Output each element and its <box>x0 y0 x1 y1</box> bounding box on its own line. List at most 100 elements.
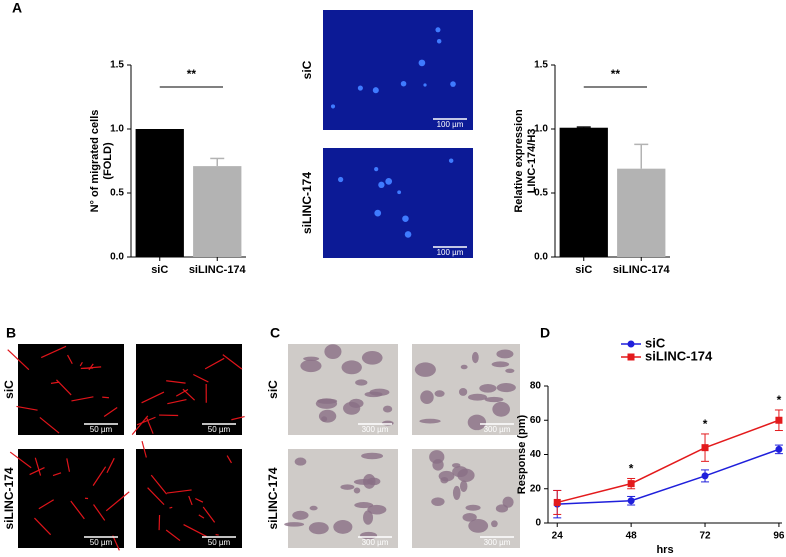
cell-cluster <box>434 390 445 397</box>
fibre <box>141 440 147 458</box>
marker <box>701 472 709 480</box>
cell-cluster <box>505 368 515 373</box>
significance: ** <box>611 67 621 81</box>
cell-cluster <box>452 485 461 501</box>
fibre <box>183 524 207 538</box>
fibre <box>56 379 72 396</box>
fibre <box>105 491 130 512</box>
marker <box>627 480 635 488</box>
fibre <box>215 533 219 536</box>
cell-cluster <box>467 414 487 431</box>
fibre <box>9 451 32 469</box>
y-tick-label: 1.0 <box>110 124 124 135</box>
marker <box>775 416 783 424</box>
cell-cluster <box>353 478 374 485</box>
cell-cluster <box>440 476 449 484</box>
fibre <box>167 399 187 405</box>
y-tick-label: 0.5 <box>534 188 548 199</box>
cell-cluster <box>309 505 318 511</box>
cell-spot <box>404 231 412 238</box>
x-tick-label: 48 <box>626 531 638 542</box>
micrograph <box>136 344 242 435</box>
x-tick-label: siC <box>151 264 168 276</box>
panel-label: A <box>12 0 22 16</box>
marker <box>701 444 709 452</box>
cell-cluster <box>353 487 361 494</box>
fibre <box>34 517 52 536</box>
x-tick-label: 72 <box>699 531 711 542</box>
cell-spot <box>448 158 454 163</box>
y-tick-label: 0.0 <box>534 252 548 263</box>
cell-cluster <box>496 349 514 359</box>
marker <box>553 498 561 506</box>
cell-cluster <box>343 401 361 415</box>
cell-cluster <box>496 383 516 393</box>
cell-cluster <box>492 401 510 417</box>
cell-cluster <box>321 416 328 422</box>
fibre <box>102 396 109 399</box>
fibre <box>7 349 30 371</box>
fibre <box>231 415 245 421</box>
fibre <box>29 467 45 476</box>
fibre <box>147 487 165 506</box>
fibre <box>165 529 181 542</box>
cell-cluster <box>431 497 445 507</box>
significance: * <box>703 417 708 431</box>
cell-cluster <box>462 513 477 522</box>
bar <box>559 127 608 257</box>
y-tick-label: 1.5 <box>534 60 548 71</box>
fibre <box>70 500 85 520</box>
scale-bar-label: 50 µm <box>208 425 231 434</box>
cell-cluster <box>472 351 479 364</box>
fibre <box>136 416 156 426</box>
cell-cluster <box>420 390 434 405</box>
cell-spot <box>397 190 402 195</box>
y-tick-label: 20 <box>530 483 542 494</box>
y-axis-label: Relative expression <box>513 109 525 213</box>
cell-cluster <box>318 409 337 423</box>
y-axis-label: Response (pm) <box>516 414 528 494</box>
marker <box>775 445 783 453</box>
fibre <box>112 535 120 551</box>
cell-spot <box>378 181 385 189</box>
significance: * <box>629 462 634 476</box>
fibre <box>198 514 205 519</box>
cell-cluster <box>292 510 309 520</box>
y-axis-label: N° of migrated cells <box>89 110 101 213</box>
bar <box>617 168 666 257</box>
x-tick-label: siLINC-174 <box>613 264 671 276</box>
micrograph <box>323 10 473 130</box>
cell-spot <box>385 177 393 185</box>
series-line <box>557 419 780 504</box>
cell-cluster <box>367 504 387 515</box>
cell-cluster <box>341 360 362 375</box>
legend-label: siLINC-174 <box>645 348 713 363</box>
row-label: siLINC-174 <box>300 172 314 234</box>
cell-cluster <box>355 379 368 386</box>
cell-cluster <box>468 393 488 401</box>
micrograph <box>323 148 473 258</box>
significance: ** <box>187 67 197 81</box>
bar <box>193 166 242 257</box>
cell-cluster <box>324 344 342 360</box>
scale-bar-label: 50 µm <box>208 538 231 547</box>
micrograph <box>412 449 520 548</box>
fibre <box>40 345 67 359</box>
scale-bar-label: 100 µm <box>437 120 464 129</box>
scale-bar-label: 50 µm <box>90 425 113 434</box>
fibre <box>66 458 71 472</box>
cell-cluster <box>414 362 436 377</box>
x-tick-label: siC <box>575 264 592 276</box>
y-tick-label: 0.5 <box>110 188 124 199</box>
fibre <box>39 416 60 434</box>
cell-cluster <box>363 510 374 525</box>
fibre <box>103 406 118 417</box>
cell-spot <box>435 27 441 33</box>
micrograph <box>18 344 124 435</box>
scale-bar-label: 300 µm <box>362 538 389 547</box>
fibre <box>175 389 189 397</box>
fibre <box>131 415 149 436</box>
cell-cluster <box>294 457 307 466</box>
y-axis-label: LINC-174/H3 <box>526 129 538 194</box>
fibre <box>88 363 94 371</box>
